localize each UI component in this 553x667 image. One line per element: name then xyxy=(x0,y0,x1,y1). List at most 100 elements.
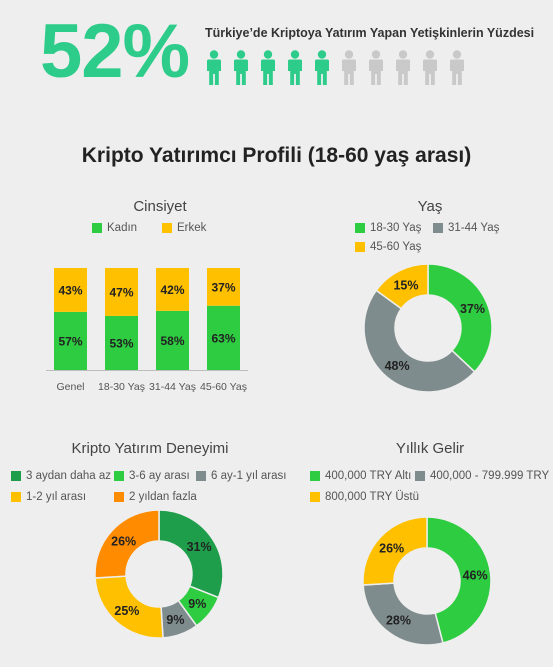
experience-donut-slice-label: 9% xyxy=(188,597,206,611)
gender-legend-item-female: Kadın xyxy=(92,222,137,234)
gender-bar-data-label: 53% xyxy=(109,336,133,350)
age-donut-slice-label: 37% xyxy=(460,302,485,316)
income-legend-swatch-1 xyxy=(415,471,425,481)
income-legend-item-0: 400,000 TRY Altı xyxy=(310,470,411,482)
gender-legend-swatch-male xyxy=(162,223,172,233)
age-donut-chart: 37% 48% 15% xyxy=(363,263,493,393)
gender-bar-male xyxy=(105,268,138,316)
experience-donut-slice-label: 9% xyxy=(166,613,184,627)
person-icon xyxy=(234,50,248,85)
age-legend-item-31-44: 31-44 Yaş xyxy=(433,222,499,234)
experience-legend-item-4: 2 yıldan fazla xyxy=(114,491,197,503)
experience-legend-item-0: 3 aydan daha az xyxy=(11,470,111,482)
age-legend-swatch-18-30 xyxy=(355,223,365,233)
experience-legend-label-4: 2 yıldan fazla xyxy=(129,491,197,503)
age-donut-slice xyxy=(427,263,493,373)
experience-donut-slice xyxy=(94,575,164,639)
person-icon xyxy=(261,50,275,85)
age-donut-slice xyxy=(375,263,429,310)
section-title: Kripto Yatırımcı Profili (18-60 yaş aras… xyxy=(81,144,472,167)
income-donut-slice xyxy=(426,516,492,644)
gender-bar-female xyxy=(105,315,138,370)
gender-bar-female xyxy=(207,305,240,370)
experience-chart-title: Kripto Yatırım Deneyimi xyxy=(71,440,229,457)
experience-legend-swatch-1 xyxy=(114,471,124,481)
gender-bar-data-label: 57% xyxy=(58,334,82,348)
income-donut-chart: 46% 28% 26% xyxy=(362,516,492,646)
age-legend-item-18-30: 18-30 Yaş xyxy=(355,222,421,234)
income-legend-label-0: 400,000 TRY Altı xyxy=(325,470,412,482)
people-icon-row xyxy=(205,50,466,86)
gender-category-label: Genel xyxy=(56,381,84,393)
age-chart-title: Yaş xyxy=(417,198,443,215)
experience-donut-slice-label: 31% xyxy=(187,540,212,554)
gender-legend-label-male: Erkek xyxy=(177,222,207,234)
person-icon xyxy=(207,50,221,85)
gender-bar-data-label: 63% xyxy=(211,331,235,345)
person-icon xyxy=(450,50,464,85)
experience-legend-label-2: 6 ay-1 yıl arası xyxy=(211,470,287,482)
age-legend-swatch-31-44 xyxy=(433,223,443,233)
gender-legend-label-female: Kadın xyxy=(107,222,138,234)
gender-chart-title: Cinsiyet xyxy=(133,198,187,215)
person-icon xyxy=(396,50,410,85)
experience-donut-slice xyxy=(94,509,160,579)
age-legend-item-45-60: 45-60 Yaş xyxy=(355,241,421,253)
experience-legend-swatch-2 xyxy=(196,471,206,481)
experience-legend-swatch-4 xyxy=(114,492,124,502)
age-donut-slice-label: 48% xyxy=(385,359,410,373)
income-donut-slice-label: 26% xyxy=(379,541,404,555)
income-donut-slice-label: 46% xyxy=(463,568,488,582)
gender-bar-data-label: 37% xyxy=(211,280,235,294)
person-icon xyxy=(369,50,383,85)
experience-donut-slice xyxy=(158,509,224,599)
gender-category-label: 31-44 Yaş xyxy=(149,381,196,393)
experience-legend-label-3: 1-2 yıl arası xyxy=(26,491,87,503)
experience-legend-item-3: 1-2 yıl arası xyxy=(11,491,86,503)
gender-stacked-bar-chart: 57% 43% Genel 53% 47% 18-30 Yaş 58% 42% 31-44 Ya… xyxy=(46,268,248,393)
income-legend-swatch-0 xyxy=(310,471,320,481)
age-legend-label-45-60: 45-60 Yaş xyxy=(370,241,422,253)
income-legend-swatch-2 xyxy=(310,492,320,502)
experience-legend-item-1: 3-6 ay arası xyxy=(114,470,190,482)
gender-bar-female xyxy=(54,311,87,370)
age-donut-slice xyxy=(363,289,476,393)
income-legend-label-1: 400,000 - 799.999 TRY xyxy=(430,470,550,482)
experience-legend-swatch-0 xyxy=(11,471,21,481)
age-legend-swatch-45-60 xyxy=(355,242,365,252)
gender-bar-male xyxy=(54,268,87,312)
income-legend-item-2: 800,000 TRY Üstü xyxy=(310,491,419,503)
gender-bar-data-label: 42% xyxy=(160,283,184,297)
income-legend-item-1: 400,000 - 799.999 TRY xyxy=(415,470,549,482)
experience-legend-swatch-3 xyxy=(11,492,21,502)
person-icon xyxy=(288,50,302,85)
experience-legend-label-0: 3 aydan daha az xyxy=(26,470,112,482)
gender-category-label: 18-30 Yaş xyxy=(98,381,145,393)
experience-donut-slice-label: 26% xyxy=(111,534,136,548)
person-icon xyxy=(315,50,329,85)
experience-donut-chart: 31% 9% 9% 25% 26% xyxy=(94,509,224,639)
income-chart-title: Yıllık Gelir xyxy=(395,440,465,457)
gender-bar-female xyxy=(156,310,189,370)
hero-title: Türkiye’de Kriptoya Yatırım Yapan Yetişk… xyxy=(205,26,535,40)
gender-legend-swatch-female xyxy=(92,223,102,233)
age-donut-slice-label: 15% xyxy=(393,278,418,292)
income-legend-label-2: 800,000 TRY Üstü xyxy=(325,491,419,503)
gender-legend-item-male: Erkek xyxy=(162,222,206,234)
gender-bar-male xyxy=(156,268,189,311)
gender-bar-data-label: 47% xyxy=(109,285,133,299)
gender-bar-data-label: 43% xyxy=(58,283,82,297)
gender-bar-male xyxy=(207,268,240,306)
experience-donut-slice-label: 25% xyxy=(114,604,139,618)
gender-bar-data-label: 58% xyxy=(160,334,184,348)
person-icon xyxy=(342,50,356,85)
hero-percent: 52% xyxy=(40,9,190,94)
age-legend-label-31-44: 31-44 Yaş xyxy=(448,222,500,234)
income-donut-slice-label: 28% xyxy=(386,614,411,628)
income-donut-slice xyxy=(362,516,428,586)
person-icon xyxy=(423,50,437,85)
experience-legend-label-1: 3-6 ay arası xyxy=(129,470,190,482)
age-legend-label-18-30: 18-30 Yaş xyxy=(370,222,422,234)
experience-legend-item-2: 6 ay-1 yıl arası xyxy=(196,470,286,482)
gender-category-label: 45-60 Yaş xyxy=(200,381,247,393)
